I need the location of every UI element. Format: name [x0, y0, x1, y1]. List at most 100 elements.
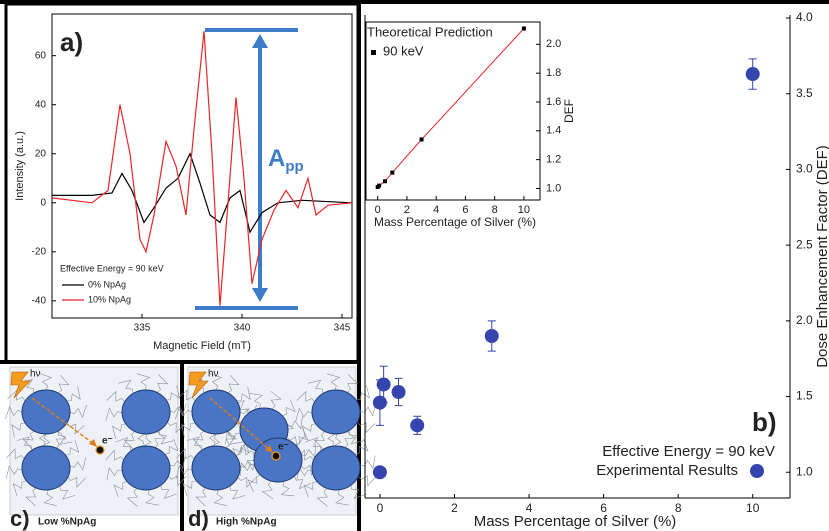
nanoparticle	[121, 389, 171, 435]
top-border	[0, 0, 829, 4]
legend-marker	[750, 464, 764, 478]
electron-label: e⁻	[278, 442, 289, 453]
legend-label: 0% NpAg	[88, 279, 126, 289]
nanoparticle	[121, 445, 171, 491]
polymer-chain	[12, 480, 27, 497]
data-point	[391, 385, 406, 400]
annotation: Effective Energy = 90 keV	[60, 263, 164, 273]
nanoparticle	[311, 445, 361, 491]
polymer-chain	[126, 488, 138, 507]
legend-marker	[371, 50, 376, 55]
panel-label: d)	[188, 506, 209, 531]
polymer-chain	[282, 399, 296, 416]
data-point	[521, 26, 526, 31]
y-tick-label: 3.5	[796, 86, 813, 100]
panel-label: c)	[10, 506, 30, 531]
polymer-chain	[59, 485, 76, 500]
polymer-chain	[358, 475, 377, 487]
panel-caption: Low %NpAg	[38, 517, 96, 528]
chart-0: 335 340 345 -40 -20 0 20 40 60 0% NpAg 10% NpAg Eff…	[14, 13, 353, 352]
y-tick-label: 0	[40, 197, 46, 208]
y-tick-label: 2.0	[796, 313, 813, 327]
x-tick-label: 340	[234, 323, 251, 334]
x-tick-label: 4	[433, 204, 439, 216]
x-tick-label: 8	[492, 204, 498, 216]
polymer-chain	[195, 487, 207, 507]
legend-label: 90 keV	[383, 43, 424, 58]
polymer-chain	[5, 405, 23, 420]
polymer-chain	[156, 374, 169, 393]
x-tick-label: 6	[600, 501, 607, 515]
legend-label: 10% NpAg	[88, 294, 131, 304]
polymer-chain	[154, 429, 166, 448]
y-tick-label: 40	[35, 99, 47, 110]
polymer-chain	[25, 487, 37, 507]
nanoparticle	[311, 389, 361, 435]
polymer-chain	[166, 385, 180, 401]
nanoparticle	[21, 389, 71, 435]
photon-label: hν	[30, 369, 41, 380]
polymer-chain	[356, 385, 370, 401]
polymer-chain	[270, 391, 282, 410]
polymer-chain	[175, 405, 193, 420]
y-axis-label: Intensity (a.u.)	[14, 131, 26, 201]
polymer-chain	[301, 444, 317, 458]
data-point	[377, 183, 382, 188]
y-tick-label: 4.0	[796, 10, 813, 24]
polymer-chain	[105, 407, 123, 421]
chart-2: 0 2 4 6 8 10 1.0 1.2 1.4 1.6 1.8 2.0 90 keV Theoretic…	[365, 21, 576, 229]
polymer-chain	[227, 431, 243, 445]
y-axis-label: Dose Enhancement Factor (DEF)	[814, 145, 829, 368]
x-axis-label: Magnetic Field (mT)	[153, 340, 251, 352]
polymer-chain	[43, 489, 57, 506]
polymer-chain	[118, 379, 134, 394]
electron-label: e⁻	[102, 436, 113, 447]
illustration-panel: hν e⁻ d) High %NpAg	[175, 366, 377, 531]
x-tick-label: 345	[334, 323, 351, 334]
line-series	[52, 152, 353, 234]
polymer-chain	[65, 439, 80, 456]
polymer-chain	[137, 373, 151, 391]
polymer-chain	[176, 465, 193, 479]
polymer-chain	[346, 374, 359, 393]
polymer-chain	[38, 373, 53, 391]
x-tick-label: 8	[675, 501, 682, 515]
polymer-chain	[235, 439, 250, 456]
legend-label: Experimental Results	[596, 462, 738, 479]
x-tick-label: 2	[451, 501, 458, 515]
polymer-chain	[106, 390, 125, 403]
polymer-chain	[305, 437, 322, 451]
inset-background	[366, 22, 540, 200]
polymer-chain	[236, 386, 251, 402]
y-tick-label: 60	[35, 50, 47, 61]
y-tick-label: -20	[32, 246, 47, 257]
polymer-chain	[350, 485, 367, 499]
polymer-chain	[69, 404, 87, 419]
polymer-chain	[57, 374, 70, 394]
polymer-chain	[308, 379, 324, 394]
polymer-chain	[303, 481, 318, 498]
polymer-chain	[186, 436, 203, 451]
data-point	[372, 465, 387, 480]
y-tick-label: 1.8	[546, 67, 561, 79]
polymer-chain	[67, 476, 87, 488]
x-axis-label: Mass Percentage of Silver (%)	[374, 215, 536, 229]
polymer-chain	[247, 474, 261, 492]
y-tick-label: -40	[32, 295, 47, 306]
polymer-chain	[11, 422, 26, 438]
polymer-chain	[7, 389, 26, 402]
polymer-chain	[295, 407, 313, 421]
polymer-chain	[55, 429, 67, 449]
y-axis-label: DEF	[562, 99, 576, 123]
polymer-chain	[236, 444, 256, 456]
y-tick-label: 1.4	[546, 125, 561, 137]
polymer-chain	[316, 488, 328, 507]
nanoparticle	[191, 389, 241, 435]
polymer-chain	[327, 373, 341, 391]
panel-label: b)	[752, 407, 777, 437]
x-tick-label: 6	[462, 204, 468, 216]
x-tick-label: 0	[377, 501, 384, 515]
polymer-chain	[280, 481, 295, 497]
polymer-chain	[123, 431, 136, 450]
